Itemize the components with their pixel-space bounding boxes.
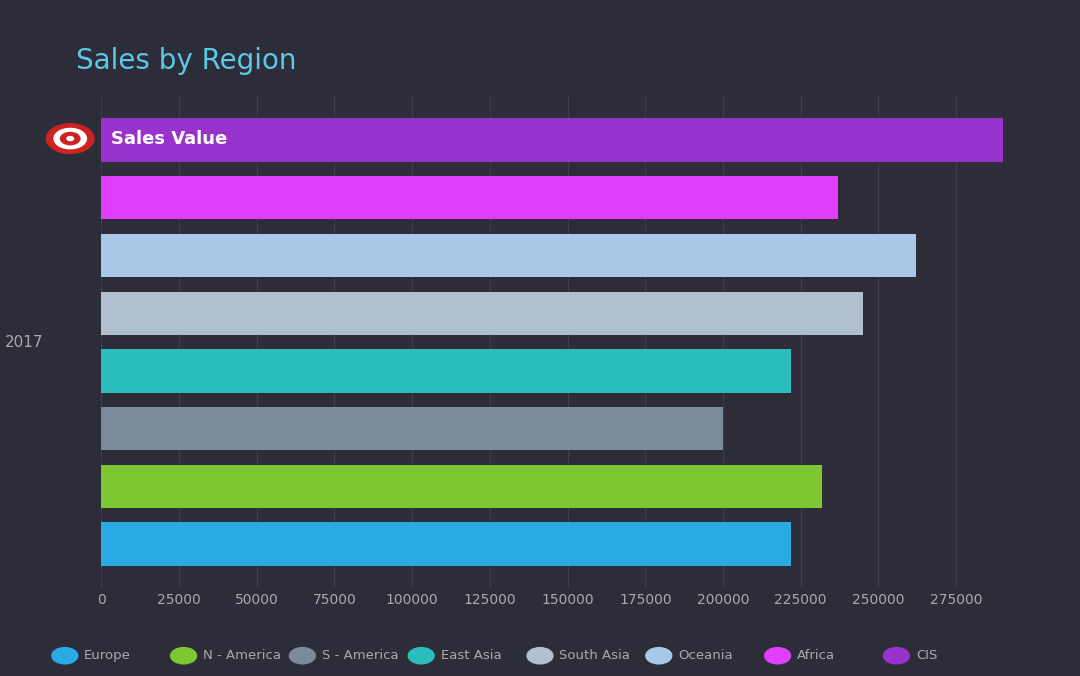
Text: Sales Value: Sales Value bbox=[111, 130, 228, 147]
Text: Africa: Africa bbox=[797, 649, 835, 662]
Text: S - America: S - America bbox=[322, 649, 399, 662]
Bar bbox=[102, 464, 823, 508]
Text: Sales by Region: Sales by Region bbox=[76, 47, 296, 75]
Bar bbox=[102, 523, 792, 566]
Text: East Asia: East Asia bbox=[441, 649, 501, 662]
Text: 2017: 2017 bbox=[4, 335, 43, 349]
Text: N - America: N - America bbox=[203, 649, 281, 662]
Bar bbox=[102, 234, 916, 277]
Bar bbox=[102, 407, 723, 450]
Text: Europe: Europe bbox=[84, 649, 131, 662]
Text: South Asia: South Asia bbox=[559, 649, 631, 662]
Bar bbox=[102, 118, 1003, 162]
Text: Oceania: Oceania bbox=[678, 649, 733, 662]
Bar bbox=[102, 349, 792, 393]
Text: CIS: CIS bbox=[916, 649, 937, 662]
Bar bbox=[102, 291, 863, 335]
Bar bbox=[102, 176, 838, 220]
